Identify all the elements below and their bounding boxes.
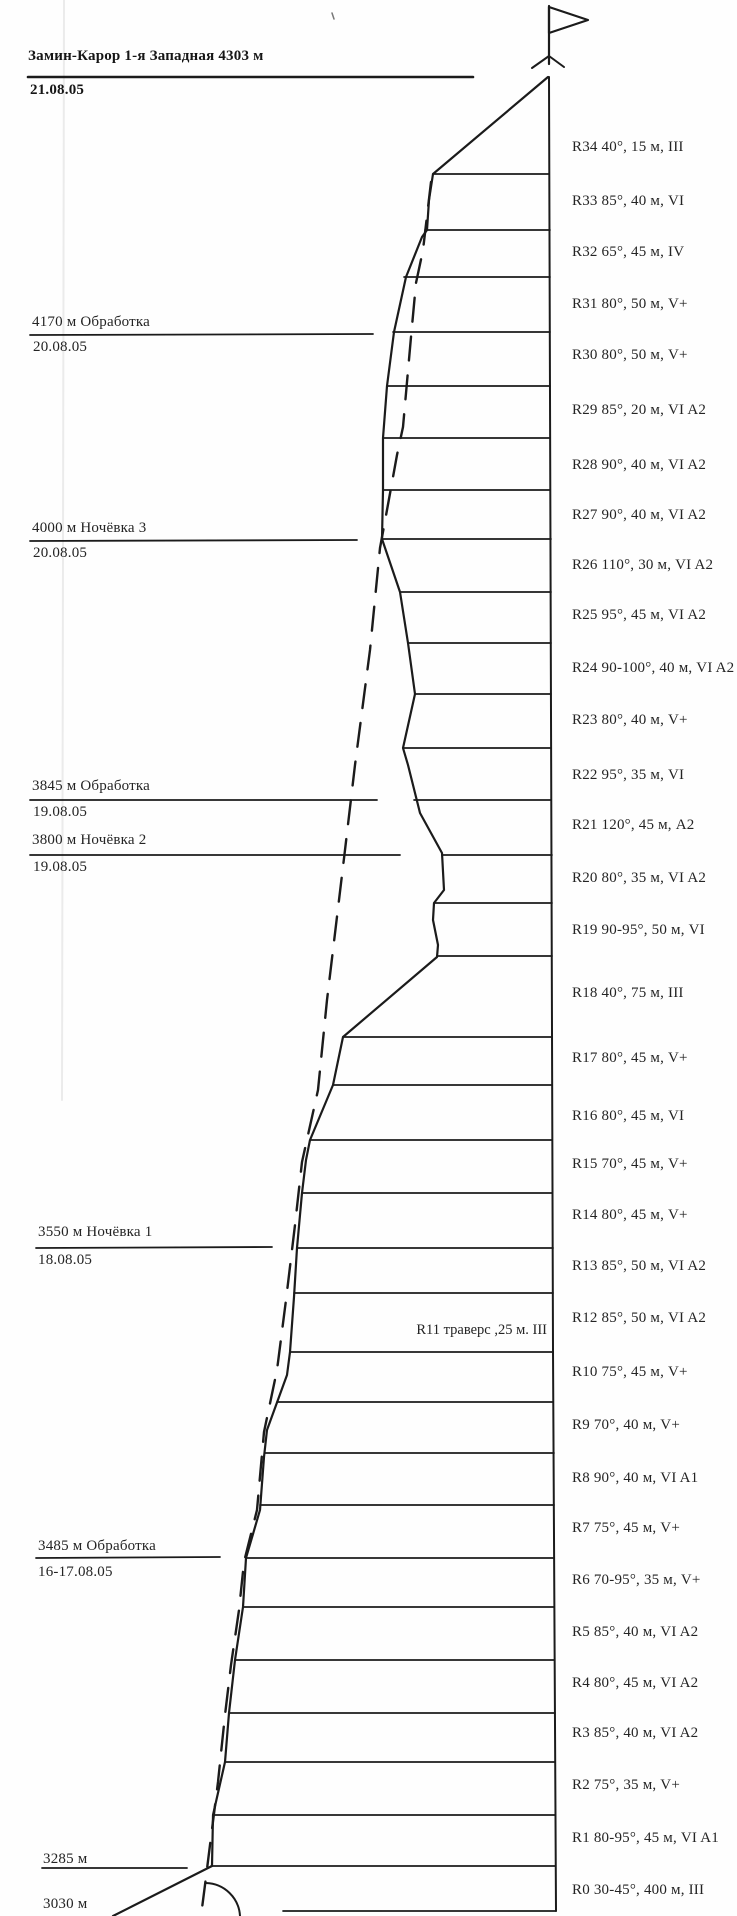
waypoint-3800-date: 19.08.05 bbox=[33, 859, 88, 875]
pitch-label-r21: R21 120°, 45 м, A2 bbox=[572, 817, 695, 833]
pitch-label-r22: R22 95°, 35 м, VI bbox=[572, 767, 685, 783]
pitch-label-r13: R13 85°, 50 м, VI A2 bbox=[572, 1258, 707, 1274]
pitch-label-r27: R27 90°, 40 м, VI A2 bbox=[572, 507, 707, 523]
pitch-label-r26: R26 110°, 30 м, VI A2 bbox=[572, 557, 714, 573]
base-circle-mark bbox=[205, 1882, 241, 1916]
pitch-label-r3: R3 85°, 40 м, VI A2 bbox=[572, 1725, 699, 1741]
summit-date: 21.08.05 bbox=[30, 82, 85, 98]
wall-right-edge bbox=[548, 76, 557, 1912]
pitch-label-r25: R25 95°, 45 м, VI A2 bbox=[572, 607, 707, 623]
waypoint-3485-label: 3485 м Обработка bbox=[38, 1538, 157, 1554]
waypoint-4000-date: 20.08.05 bbox=[33, 545, 88, 561]
pitch-label-r19: R19 90-95°, 50 м, VI bbox=[572, 922, 705, 938]
scan-speck bbox=[331, 12, 335, 20]
waypoint-3800-label: 3800 м Ночёвка 2 bbox=[32, 832, 147, 848]
descent-dashed-line bbox=[199, 180, 433, 1916]
waypoint-3485-date: 16-17.08.05 bbox=[38, 1564, 113, 1580]
waypoint-3845-date: 19.08.05 bbox=[33, 804, 88, 820]
pitch-label-r8: R8 90°, 40 м, VI A1 bbox=[572, 1470, 699, 1486]
pitch-label-r7: R7 75°, 45 м, V+ bbox=[572, 1520, 680, 1536]
pitch-separators bbox=[210, 173, 557, 1912]
pitch-label-r18: R18 40°, 75 м, III bbox=[572, 985, 684, 1001]
waypoint-4170-date: 20.08.05 bbox=[33, 339, 88, 355]
waypoint-3550-label: 3550 м Ночёвка 1 bbox=[38, 1224, 153, 1240]
pitch-label-r0: R0 30-45°, 400 м, III bbox=[572, 1882, 705, 1898]
wall-left-profile bbox=[111, 75, 550, 1916]
pitch-label-r32: R32 65°, 45 м, IV bbox=[572, 244, 685, 260]
waypoint-3030-label: 3030 м bbox=[43, 1896, 88, 1912]
pitch-label-r30: R30 80°, 50 м, V+ bbox=[572, 347, 688, 363]
pitch-label-r28: R28 90°, 40 м, VI A2 bbox=[572, 457, 707, 473]
pitch-label-r6: R6 70-95°, 35 м, V+ bbox=[572, 1572, 701, 1588]
route-title: Замин-Карор 1-я Западная 4303 м bbox=[28, 48, 264, 64]
waypoint-4170-label: 4170 м Обработка bbox=[32, 314, 151, 330]
pitch-label-r5: R5 85°, 40 м, VI A2 bbox=[572, 1624, 699, 1640]
pitch-label-r20: R20 80°, 35 м, VI A2 bbox=[572, 870, 707, 886]
waypoint-3845-label: 3845 м Обработка bbox=[32, 778, 151, 794]
pitch-label-r17: R17 80°, 45 м, V+ bbox=[572, 1050, 688, 1066]
waypoint-4000-label: 4000 м Ночёвка 3 bbox=[32, 520, 147, 536]
pitch-label-r34: R34 40°, 15 м, III bbox=[572, 139, 684, 155]
pitch-label-r10: R10 75°, 45 м, V+ bbox=[572, 1364, 688, 1380]
pitch-label-r31: R31 80°, 50 м, V+ bbox=[572, 296, 688, 312]
waypoint-lines bbox=[26, 75, 475, 1869]
waypoint-3285-label: 3285 м bbox=[43, 1851, 88, 1867]
pitch-label-r9: R9 70°, 40 м, V+ bbox=[572, 1417, 680, 1433]
pitch-label-r2: R2 75°, 35 м, V+ bbox=[572, 1777, 680, 1793]
pitch-label-r33: R33 85°, 40 м, VI bbox=[572, 193, 685, 209]
flag-icon bbox=[547, 4, 590, 66]
pitch-label-r16: R16 80°, 45 м, VI bbox=[572, 1108, 685, 1124]
pitch-label-r29: R29 85°, 20 м, VI A2 bbox=[572, 402, 707, 418]
pitch-label-r14: R14 80°, 45 м, V+ bbox=[572, 1207, 688, 1223]
pitch-label-r15: R15 70°, 45 м, V+ bbox=[572, 1156, 688, 1172]
pitch-label-r24: R24 90-100°, 40 м, VI A2 bbox=[572, 660, 735, 676]
pitch-label-r4: R4 80°, 45 м, VI A2 bbox=[572, 1675, 699, 1691]
scan-fold-line bbox=[61, 0, 65, 1101]
summit-bird-icon bbox=[531, 55, 565, 69]
waypoint-3550-date: 18.08.05 bbox=[38, 1252, 93, 1268]
pitch-label-r12: R12 85°, 50 м, VI A2 bbox=[572, 1310, 707, 1326]
pitch-label-r11-traverse: R11 траверс ,25 м. III bbox=[416, 1322, 547, 1338]
pitch-label-r1: R1 80-95°, 45 м, VI A1 bbox=[572, 1830, 719, 1846]
pitch-label-r23: R23 80°, 40 м, V+ bbox=[572, 712, 688, 728]
